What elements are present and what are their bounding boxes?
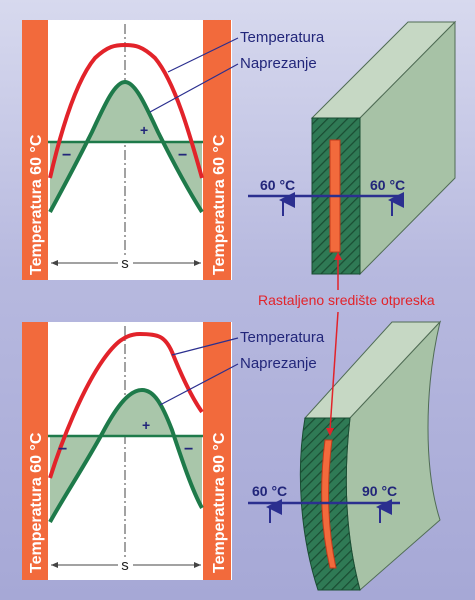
bottom-block-molten-core: [321, 439, 337, 569]
bottom-legend-temperature: Temperatura: [240, 329, 325, 346]
bottom-width-dimension: s: [51, 557, 201, 574]
top-right-bar-label: Temperatura 60 °C: [211, 134, 228, 275]
core-label: Rastaljeno središte otpreska: [258, 292, 435, 308]
core-label-pointer-down: [329, 311, 339, 431]
core-label-arrowhead-down: [326, 428, 334, 436]
bottom-temperature-leader: [171, 337, 239, 356]
bottom-left-bar-label: Temperatura 60 °C: [28, 432, 45, 573]
top-legend-stress: Naprezanje: [240, 55, 317, 72]
core-label-arrowhead-up: [334, 252, 342, 260]
top-block-right-temp: 60 °C: [370, 177, 405, 193]
bottom-width-symbol: s: [121, 557, 129, 574]
bottom-block-left-temp: 60 °C: [252, 483, 287, 499]
bottom-block-right-temp: 90 °C: [362, 483, 397, 499]
top-stress-area: [50, 82, 202, 212]
bottom-minus-left: −: [58, 441, 67, 458]
top-minus-right: −: [178, 147, 187, 164]
top-right-temperature-bar: [203, 20, 231, 280]
top-plus-sign: +: [140, 122, 148, 138]
top-stress-curve: [48, 79, 204, 214]
bottom-stress-curve: [48, 387, 204, 523]
top-flat-block: 60 °C 60 °C: [248, 20, 457, 276]
top-width-dimension: s: [51, 255, 201, 272]
bottom-warped-block: 60 °C 90 °C: [248, 320, 442, 591]
top-minus-left: −: [62, 147, 71, 164]
top-profile-panel: Temperatura 60 °C Temperatura 60 °C + − …: [22, 20, 232, 280]
bottom-legend-stress: Naprezanje: [240, 355, 317, 372]
top-legend-temperature: Temperatura: [240, 29, 325, 46]
bottom-left-temperature-bar: [22, 322, 48, 580]
bottom-right-temperature-bar: [203, 322, 231, 580]
bottom-minus-right: −: [184, 441, 193, 458]
top-block-left-temp: 60 °C: [260, 177, 295, 193]
bottom-profile-panel: Temperatura 60 °C Temperatura 90 °C + − …: [22, 322, 232, 580]
bottom-plus-sign: +: [142, 417, 150, 433]
bottom-stress-area: [50, 390, 202, 522]
top-stress-leader: [149, 63, 239, 113]
top-left-temperature-bar: [22, 20, 48, 280]
top-left-bar-label: Temperatura 60 °C: [28, 134, 45, 275]
bottom-stress-leader: [159, 363, 239, 406]
bottom-temperature-curve: [48, 331, 204, 479]
bottom-right-bar-label: Temperatura 90 °C: [211, 432, 228, 573]
top-temperature-leader: [167, 37, 239, 73]
top-temperature-curve: [48, 42, 204, 179]
top-width-symbol: s: [121, 255, 129, 272]
